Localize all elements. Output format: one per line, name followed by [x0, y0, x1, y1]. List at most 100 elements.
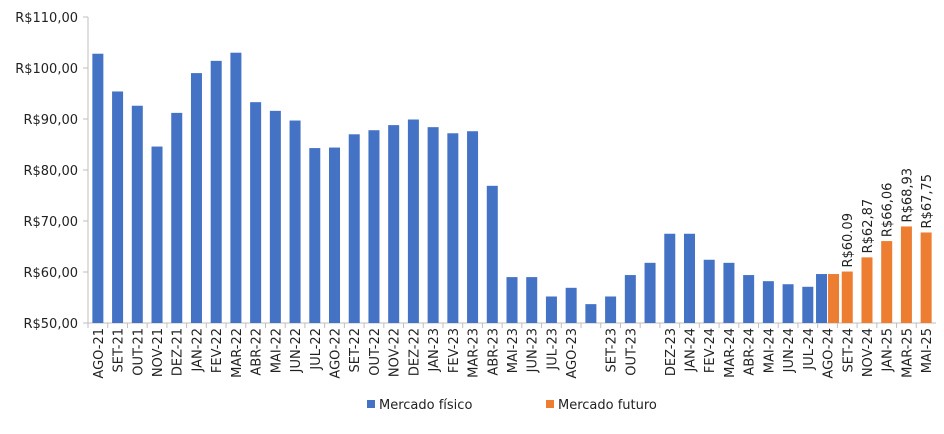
- x-tick-label: MAR-23: [467, 328, 482, 378]
- x-tick-label: OUT-22: [368, 328, 383, 376]
- bar: [309, 148, 321, 323]
- bar: [782, 284, 794, 323]
- bar: [526, 277, 538, 323]
- data-label: R$68,93: [900, 168, 915, 223]
- bar: [545, 296, 557, 323]
- bar: [841, 271, 853, 323]
- legend-label: Mercado futuro: [558, 398, 657, 413]
- bar: [388, 125, 400, 324]
- x-tick-label: JUL-22: [309, 328, 324, 371]
- y-tick-label: R$60,00: [23, 266, 78, 281]
- bar: [828, 274, 840, 323]
- bar: [605, 296, 617, 323]
- x-tick-label: NOV-24: [861, 328, 876, 377]
- bar: [664, 233, 676, 323]
- x-tick-label: JAN-24: [683, 328, 698, 372]
- x-tick-label: AGO-21: [92, 328, 107, 379]
- x-tick-label: SET-22: [348, 328, 363, 372]
- y-tick-label: R$80,00: [23, 164, 78, 179]
- bar: [881, 241, 893, 323]
- bar: [506, 277, 518, 323]
- x-tick-label: ABR-24: [743, 328, 758, 376]
- bar: [269, 110, 281, 323]
- x-tick-label: JAN-23: [427, 328, 442, 372]
- data-label: R$60.09: [841, 213, 856, 268]
- bar: [329, 147, 341, 323]
- x-tick-label: MAI-22: [269, 328, 284, 373]
- bar: [289, 120, 301, 323]
- bar: [427, 127, 439, 323]
- x-tick-label: OUT-21: [131, 328, 146, 376]
- bar: [112, 91, 124, 324]
- bar: [151, 146, 163, 323]
- bar: [407, 119, 419, 323]
- x-tick-label: JAN-25: [881, 328, 896, 372]
- x-tick-label: JUN-23: [526, 328, 541, 373]
- x-tick-label: AGO-22: [329, 328, 344, 379]
- x-tick-label: SET-23: [605, 328, 620, 372]
- y-tick-label: R$70,00: [23, 215, 78, 230]
- x-tick-label: AGO-24: [822, 328, 837, 379]
- bar: [900, 226, 912, 323]
- x-tick-label: JUL-23: [545, 328, 560, 371]
- x-tick-label: ABR-23: [486, 328, 501, 376]
- data-label: R$66,06: [881, 183, 896, 238]
- x-tick-label: JUN-24: [782, 328, 797, 373]
- x-tick-label: JAN-22: [190, 328, 205, 372]
- y-tick-label: R$100,00: [15, 62, 78, 77]
- bar: [447, 133, 459, 323]
- y-tick-label: R$110,00: [15, 11, 78, 26]
- x-tick-label: FEV-22: [210, 328, 225, 373]
- x-tick-label: MAI-23: [506, 328, 521, 373]
- bar: [210, 60, 222, 324]
- x-tick-label: MAR-22: [230, 328, 245, 378]
- bar: [131, 105, 143, 324]
- x-tick-label: FEV-24: [703, 328, 718, 373]
- bar: [816, 274, 828, 323]
- x-tick-label: ABR-22: [250, 328, 265, 376]
- bar: [861, 257, 873, 323]
- legend-swatch: [546, 400, 554, 408]
- x-tick-label: OUT-23: [624, 328, 639, 376]
- bar: [92, 53, 104, 323]
- legend-swatch: [367, 400, 375, 408]
- bar: [585, 304, 597, 323]
- x-tick-label: JUL-24: [802, 328, 817, 371]
- legend-label: Mercado físico: [379, 398, 472, 413]
- x-tick-label: MAI-25: [920, 328, 935, 373]
- bar: [762, 281, 774, 323]
- y-tick-label: R$90,00: [23, 113, 78, 128]
- x-tick-label: MAI-24: [762, 328, 777, 373]
- bar: [250, 102, 262, 323]
- x-tick-label: NOV-22: [388, 328, 403, 377]
- bar: [624, 275, 636, 323]
- bar: [190, 73, 202, 323]
- x-tick-label: JUN-22: [289, 328, 304, 373]
- bar: [368, 130, 380, 323]
- x-tick-label: SET-21: [112, 328, 127, 372]
- x-tick-label: SET-24: [841, 328, 856, 372]
- bar: [467, 131, 479, 323]
- bar: [565, 287, 577, 323]
- bar: [171, 112, 183, 323]
- bar: [802, 286, 814, 323]
- bar: [743, 275, 755, 323]
- bar: [348, 134, 360, 323]
- x-tick-label: MAR-25: [900, 328, 915, 378]
- bar: [230, 52, 242, 323]
- bar: [644, 262, 656, 323]
- bar: [723, 262, 735, 323]
- bar: [683, 233, 695, 323]
- x-tick-label: DEZ-21: [171, 328, 186, 376]
- x-tick-label: NOV-21: [151, 328, 166, 377]
- x-tick-label: MAR-24: [723, 328, 738, 378]
- data-label: R$67,75: [920, 174, 935, 229]
- bar: [486, 185, 498, 323]
- bar: [703, 259, 715, 323]
- x-tick-label: AGO-23: [565, 328, 580, 379]
- y-tick-label: R$50,00: [23, 317, 78, 332]
- bar: [920, 232, 932, 323]
- x-tick-label: DEZ-22: [407, 328, 422, 376]
- x-tick-label: DEZ-23: [664, 328, 679, 376]
